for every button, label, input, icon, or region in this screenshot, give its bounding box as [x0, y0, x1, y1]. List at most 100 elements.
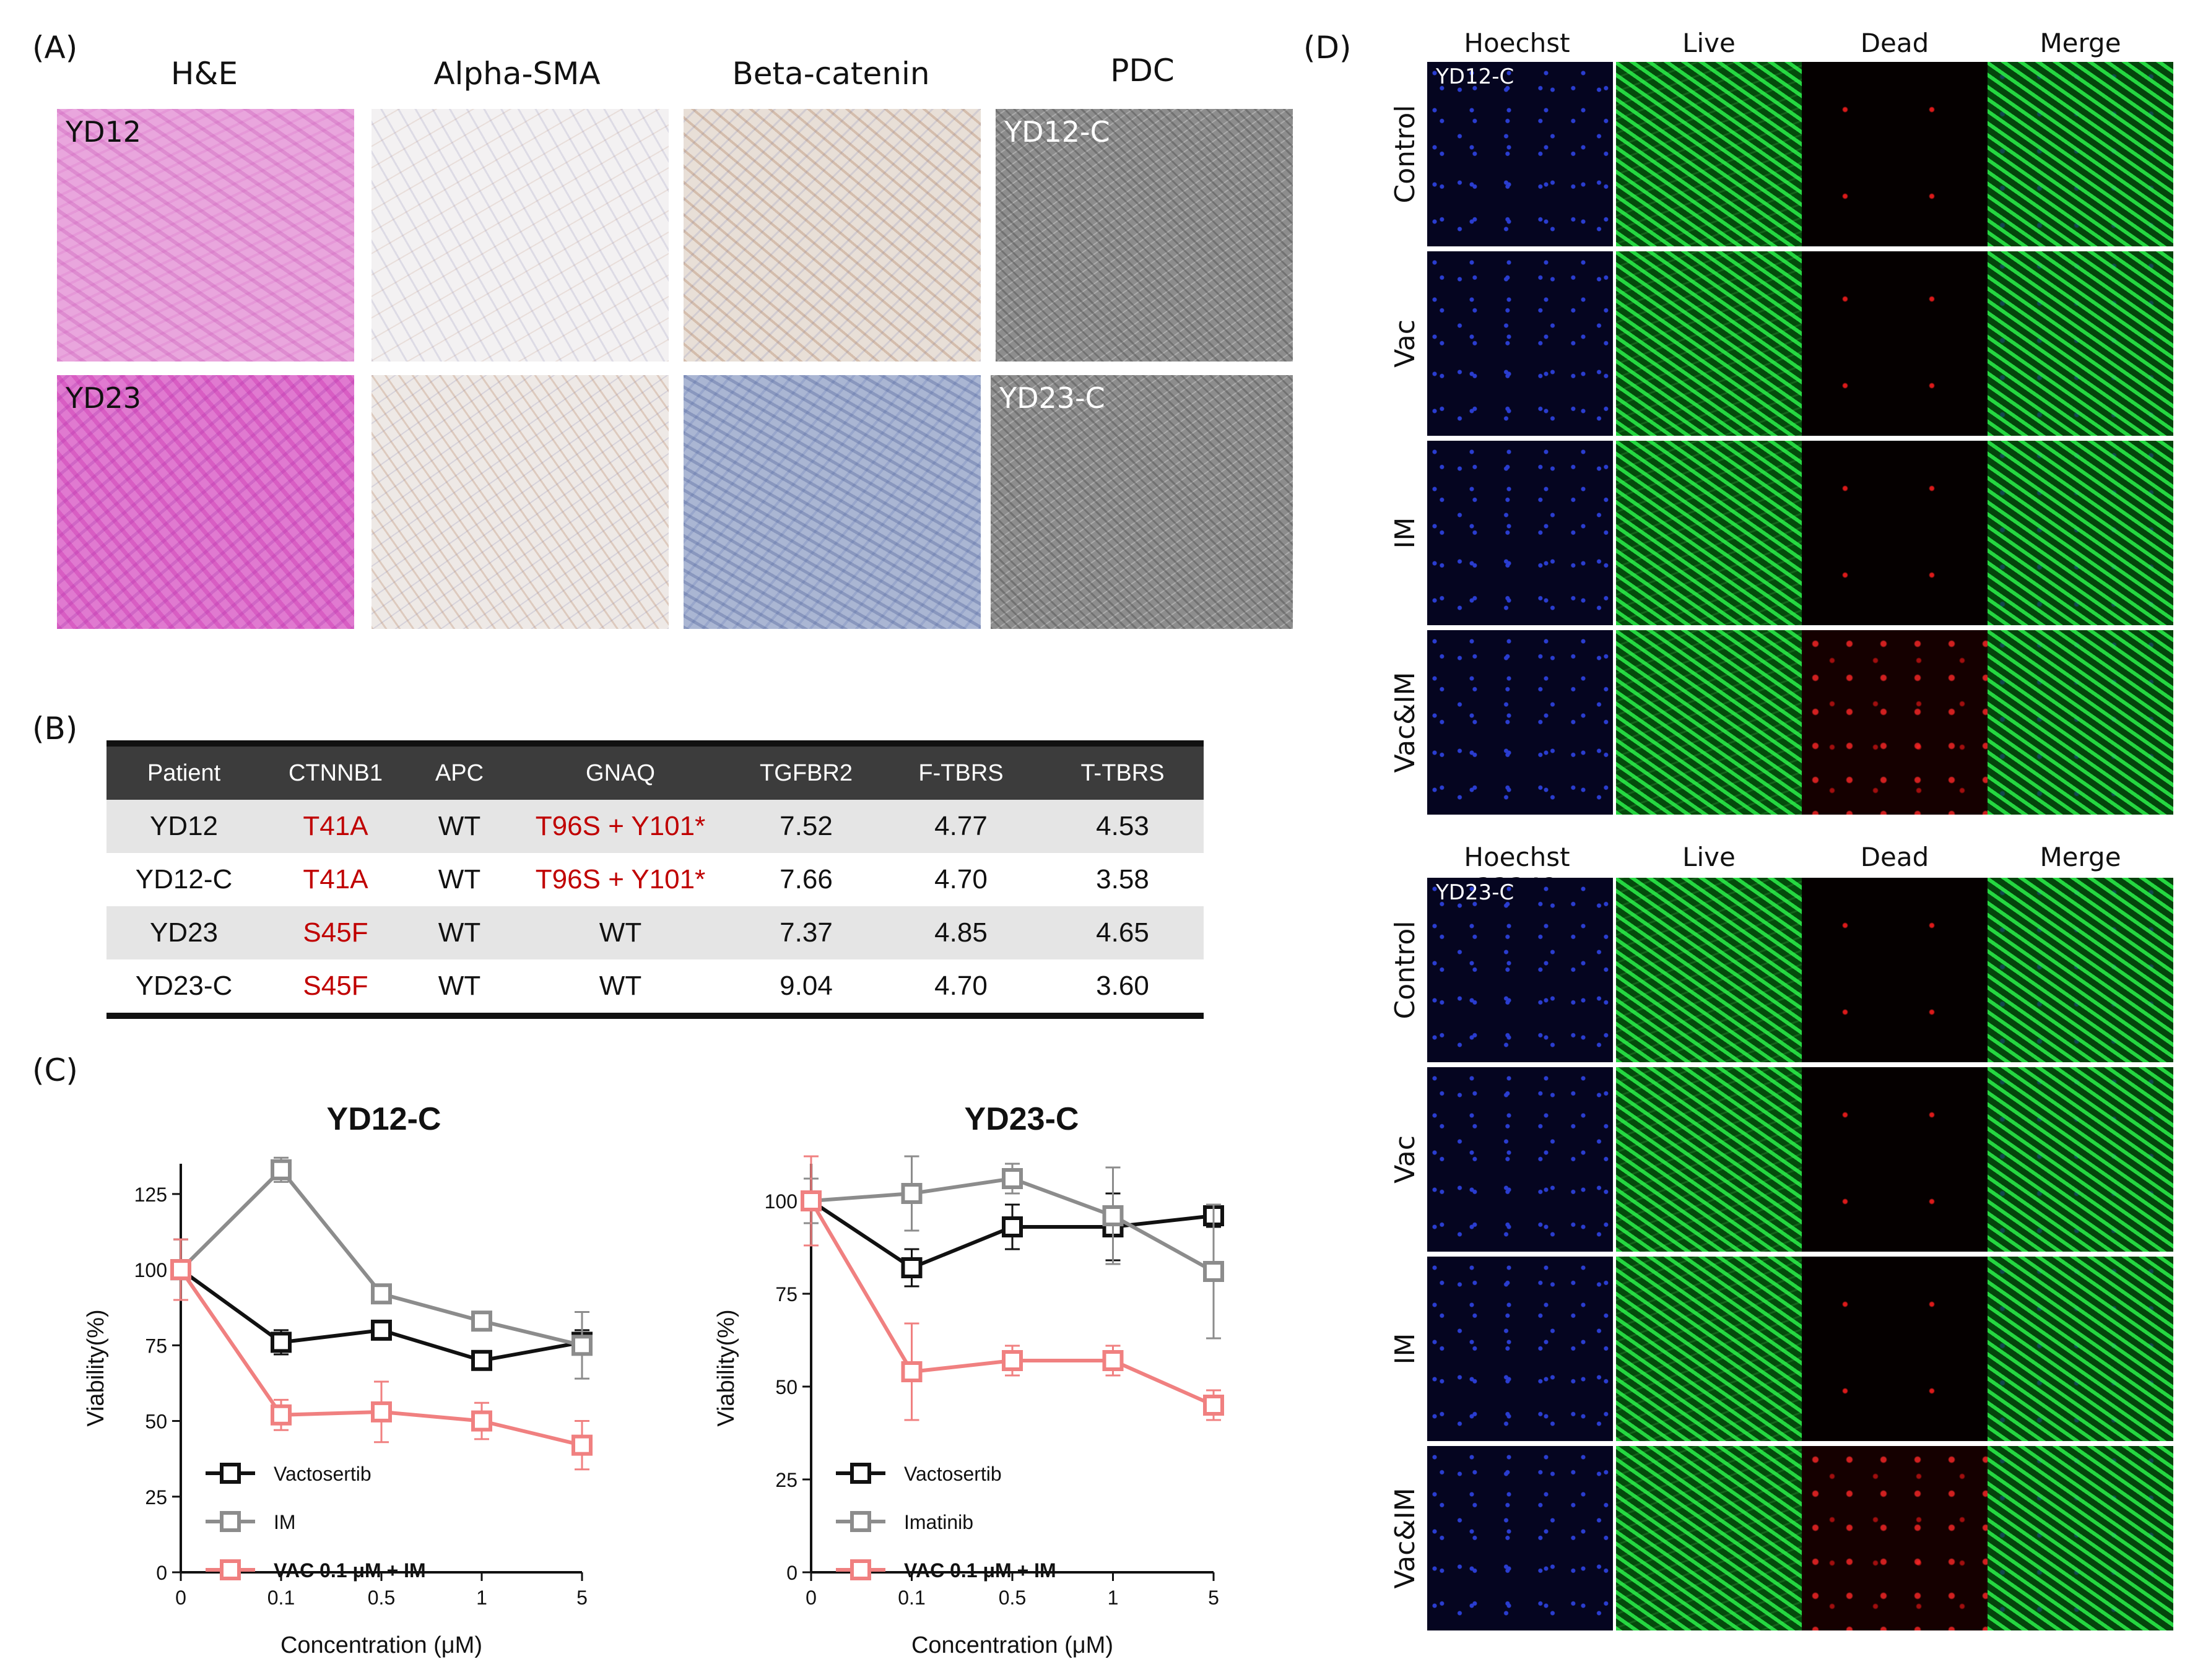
cell-ctnnb1: T41A — [303, 864, 368, 894]
data-point — [1002, 1168, 1023, 1189]
data-point — [1102, 1350, 1124, 1371]
condition-label: Vac — [1389, 1135, 1421, 1184]
fluorescence-image-hoechst — [1427, 251, 1613, 436]
sample-label: YD23-C — [1436, 880, 1514, 905]
fluorescence-image-live — [1616, 62, 1802, 246]
y-tick-label: 25 — [775, 1469, 797, 1491]
sample-label-yd23: YD23 — [66, 381, 142, 415]
fluorescence-image-merge — [1988, 1446, 2173, 1630]
x-tick-label: 0 — [175, 1587, 186, 1609]
legend-marker — [220, 1511, 241, 1532]
cell-tgfbr2: 7.66 — [780, 864, 833, 894]
cell-apc: WT — [438, 864, 481, 894]
fluorescence-image-dead — [1802, 62, 1988, 246]
y-tick-label: 100 — [765, 1190, 797, 1213]
x-tick-label: 5 — [1208, 1587, 1219, 1609]
data-point — [571, 1434, 593, 1456]
micrograph-yd12-alpha-sma — [372, 109, 669, 362]
sample-label-yd12-c: YD12-C — [1004, 115, 1110, 149]
cell-ctnnb1: S45F — [303, 971, 368, 1001]
x-tick-label: 0.1 — [267, 1587, 295, 1609]
micrograph-yd23-alpha-sma — [372, 375, 669, 629]
fluorescence-image-dead — [1802, 878, 1988, 1062]
fluorescence-image-hoechst — [1427, 630, 1613, 815]
fluorescence-image-live — [1616, 1446, 1802, 1630]
micrograph-yd23-c-pdc: YD23-C — [991, 375, 1293, 629]
channel-header-dead: Dead — [1860, 28, 1929, 58]
x-tick-label: 1 — [1108, 1587, 1119, 1609]
data-point — [471, 1310, 492, 1332]
cell-t-tbrs: 3.58 — [1096, 864, 1149, 894]
table-row: YD12-C T41A WT T96S + Y101* 7.66 4.70 3.… — [106, 853, 1204, 906]
legend-marker — [850, 1511, 871, 1532]
series-1 — [801, 1155, 1224, 1340]
fluorescence-image-merge — [1988, 62, 2173, 246]
cell-t-tbrs: 3.60 — [1096, 971, 1149, 1001]
panel-d-label: (D) — [1303, 30, 1352, 66]
cell-patient: YD23-C — [135, 971, 233, 1001]
fluorescence-image-dead — [1802, 1446, 1988, 1630]
table-row: YD23-C S45F WT WT 9.04 4.70 3.60 — [106, 959, 1204, 1013]
data-point — [901, 1183, 923, 1204]
cell-patient: YD23 — [106, 906, 261, 959]
sample-label: YD12-C — [1436, 64, 1514, 89]
header-patient: Patient — [106, 747, 261, 800]
cell-f-tbrs: 4.70 — [934, 971, 988, 1001]
fluorescence-image-dead — [1802, 1257, 1988, 1441]
header-gnaq: GNAQ — [509, 747, 732, 800]
legend-label: VAC 0.1 μM + IM — [274, 1559, 426, 1582]
header-ctnnb1: CTNNB1 — [261, 747, 410, 800]
fluorescence-image-dead — [1802, 251, 1988, 436]
data-point — [471, 1349, 492, 1371]
fluorescence-image-live — [1616, 441, 1802, 625]
header-f-tbrs: F-TBRS — [880, 747, 1041, 800]
fluorescence-image-merge — [1988, 630, 2173, 815]
y-axis-label: Viability(%) — [713, 1309, 739, 1426]
column-header-he: H&E — [170, 56, 238, 92]
viability-chart-yd12-c: 0 25 50 75 100 125 0 0.1 0.5 1 5 Concentration (μM)… — [83, 1156, 593, 1658]
fluorescence-image-merge — [1988, 878, 2173, 1062]
y-tick-label: 100 — [134, 1259, 167, 1281]
condition-label: IM — [1389, 1333, 1421, 1365]
legend-marker — [220, 1559, 241, 1580]
data-point — [1002, 1216, 1023, 1237]
cell-patient: YD12 — [106, 800, 261, 853]
series-line — [180, 1268, 583, 1362]
fluorescence-image-live — [1616, 878, 1802, 1062]
header-t-tbrs: T-TBRS — [1041, 747, 1204, 800]
micrograph-yd12-c-pdc: YD12-C — [996, 109, 1293, 362]
condition-label: Vac — [1389, 319, 1421, 368]
x-tick-label: 0.1 — [898, 1587, 925, 1609]
cell-gnaq: WT — [599, 971, 642, 1001]
fluorescence-image-merge — [1988, 1257, 2173, 1441]
data-point — [271, 1331, 292, 1353]
data-point — [371, 1283, 392, 1305]
y-tick-label: 75 — [775, 1283, 797, 1305]
legend-marker — [220, 1463, 241, 1484]
chart-title-yd23-c: YD23-C — [964, 1101, 1079, 1137]
micrograph-yd12-he: YD12 — [57, 109, 354, 362]
chart-title-yd12-c: YD12-C — [326, 1101, 441, 1137]
cell-tgfbr2: 9.04 — [780, 971, 833, 1001]
cell-tgfbr2: 7.52 — [732, 800, 880, 853]
panel-b-label: (B) — [32, 711, 78, 747]
data-point — [901, 1361, 923, 1382]
fluorescence-image-merge — [1988, 1067, 2173, 1252]
fluorescence-image-hoechst — [1427, 1257, 1613, 1441]
y-axis-label: Viability(%) — [83, 1309, 109, 1426]
data-point — [901, 1257, 923, 1278]
x-tick-label: 0.5 — [368, 1587, 395, 1609]
column-header-pdc: PDC — [1110, 53, 1175, 89]
micrograph-yd12-beta-catenin — [684, 109, 981, 362]
fluorescence-image-live — [1616, 630, 1802, 815]
data-point — [471, 1410, 492, 1432]
cell-f-tbrs: 4.77 — [880, 800, 1041, 853]
table-header-row: Patient CTNNB1 APC GNAQ TGFBR2 F-TBRS T-… — [106, 747, 1204, 800]
channel-header-dead: Dead — [1860, 842, 1929, 872]
series-line — [179, 1167, 583, 1348]
mutation-table: Patient CTNNB1 APC GNAQ TGFBR2 F-TBRS T-… — [106, 747, 1204, 1013]
fluorescence-image-dead — [1802, 441, 1988, 625]
mutation-table-frame: Patient CTNNB1 APC GNAQ TGFBR2 F-TBRS T-… — [106, 740, 1204, 1019]
x-axis-label: Concentration (μM) — [280, 1632, 482, 1658]
cell-patient: YD12-C — [135, 864, 233, 894]
